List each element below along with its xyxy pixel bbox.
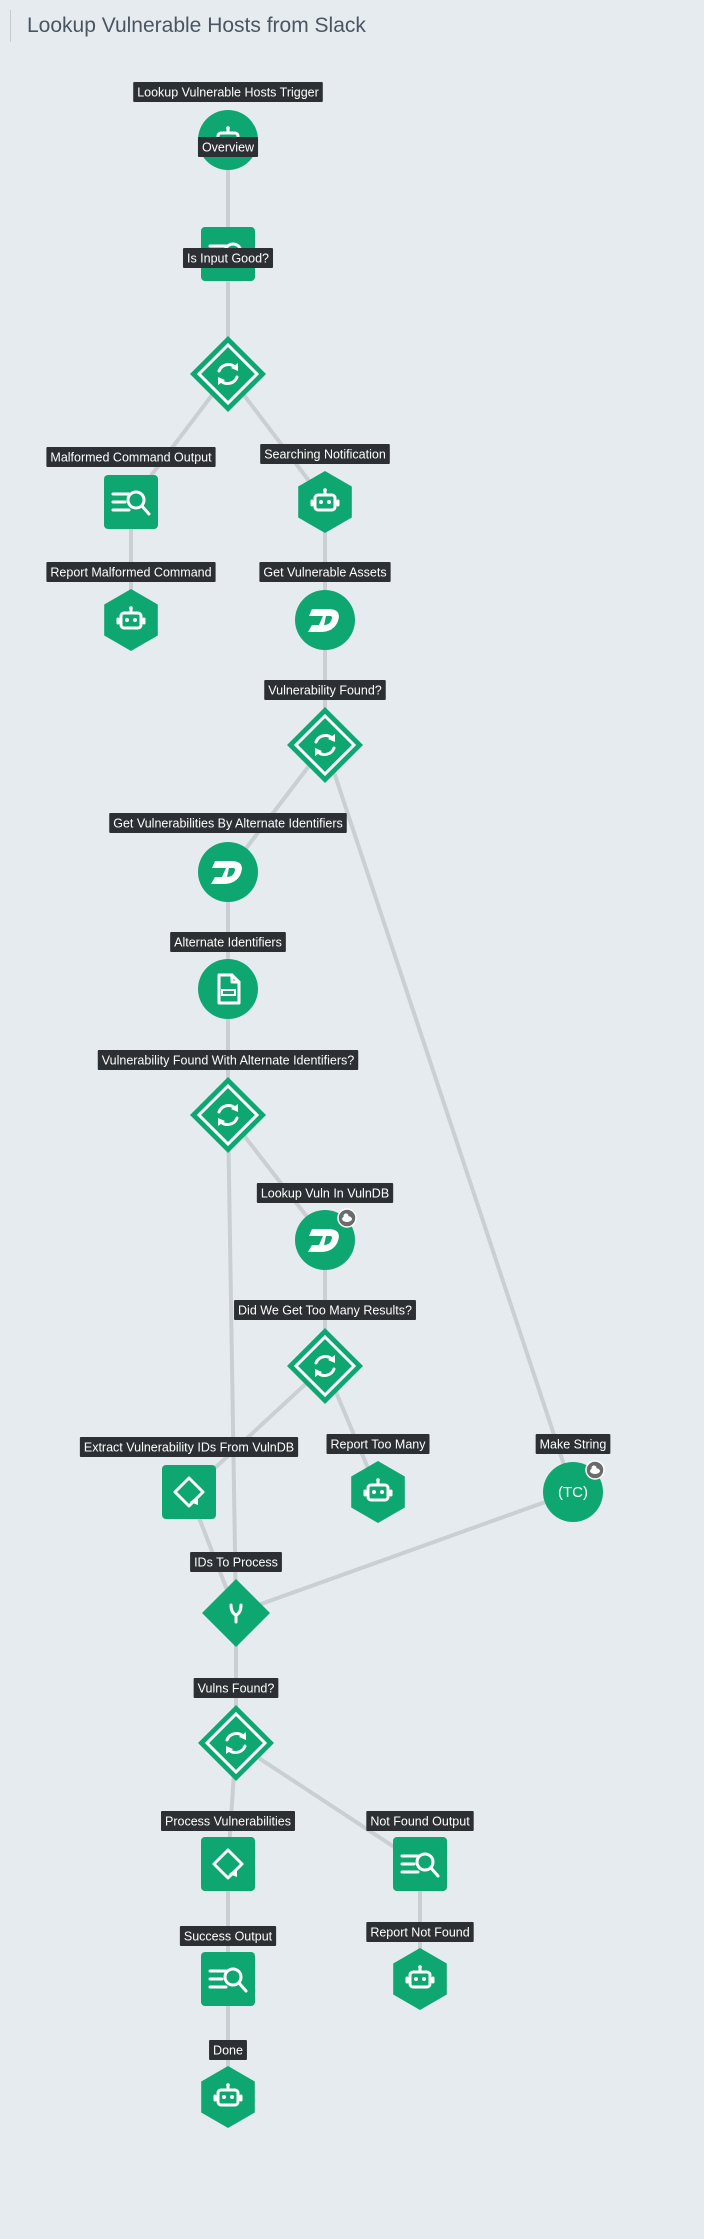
node-label-text: Vulns Found?: [198, 1682, 275, 1696]
node-not-found-out[interactable]: Not Found Output: [366, 1811, 474, 1891]
node-label: Overview: [197, 137, 259, 157]
transform-icon: [173, 1476, 205, 1508]
node-label-text: Lookup Vuln In VulnDB: [261, 1187, 389, 1201]
node-get-alt[interactable]: Get Vulnerabilities By Alternate Identif…: [109, 813, 347, 902]
node-label: Extract Vulnerability IDs From VulnDB: [79, 1437, 299, 1457]
node-label-text: Report Malformed Command: [50, 566, 211, 580]
node-label: Vulns Found?: [193, 1678, 279, 1698]
node-label-text: Success Output: [184, 1930, 273, 1944]
node-layer: Lookup Vulnerable Hosts Trigger Overview I…: [46, 82, 611, 2128]
node-label: Success Output: [179, 1926, 277, 1946]
transform-icon: [212, 1848, 244, 1880]
node-label-text: Did We Get Too Many Results?: [238, 1304, 412, 1318]
node-malformed-out[interactable]: Malformed Command Output: [46, 447, 216, 529]
node-success-out[interactable]: Success Output: [179, 1926, 277, 2006]
node-label: Lookup Vulnerable Hosts Trigger: [133, 82, 323, 102]
node-label: Vulnerability Found With Alternate Ident…: [97, 1050, 359, 1070]
cloud-badge-icon: [585, 1460, 605, 1480]
node-searching[interactable]: Searching Notification: [260, 444, 390, 533]
node-label: Get Vulnerabilities By Alternate Identif…: [109, 813, 347, 833]
search-list-icon: [208, 1967, 248, 1993]
node-label-text: Make String: [540, 1438, 607, 1452]
node-alt-ids[interactable]: Alternate Identifiers: [170, 932, 286, 1019]
search-list-icon: [400, 1852, 440, 1878]
edge-vuln_found_alt-ids_process: [226, 1114, 238, 1614]
robot-icon: [116, 606, 146, 630]
node-ids-process[interactable]: IDs To Process: [190, 1552, 282, 1647]
cycle-icon: [225, 1731, 247, 1755]
node-label-text: Overview: [202, 141, 255, 155]
node-report-malformed[interactable]: Report Malformed Command: [46, 562, 216, 651]
node-process-vulns[interactable]: Process Vulnerabilities: [161, 1811, 295, 1891]
node-label-text: Report Too Many: [331, 1438, 427, 1452]
merge-icon: [229, 1603, 243, 1624]
node-label-text: Get Vulnerable Assets: [263, 566, 386, 580]
node-label-text: Extract Vulnerability IDs From VulnDB: [84, 1441, 294, 1455]
edge-vuln_found-make_string: [323, 744, 575, 1493]
d-logo-icon: [211, 861, 242, 884]
node-get-assets[interactable]: Get Vulnerable Assets: [259, 562, 391, 650]
node-label: Done: [209, 2040, 247, 2060]
node-report-too-many[interactable]: Report Too Many: [326, 1434, 430, 1523]
cloud-badge-icon: [337, 1208, 357, 1228]
node-vulns-found[interactable]: Vulns Found?: [193, 1678, 279, 1781]
node-vuln-found-alt[interactable]: Vulnerability Found With Alternate Ident…: [97, 1050, 359, 1153]
node-label: Did We Get Too Many Results?: [234, 1300, 416, 1320]
cycle-icon: [217, 362, 239, 386]
node-label: Vulnerability Found?: [264, 680, 386, 700]
node-label: Alternate Identifiers: [170, 932, 286, 952]
tc-text: (TC): [558, 1484, 588, 1501]
csv-file-icon: [217, 973, 241, 1005]
node-label: Get Vulnerable Assets: [259, 562, 391, 582]
node-label: Process Vulnerabilities: [161, 1811, 295, 1831]
node-label-text: Searching Notification: [264, 448, 386, 462]
robot-icon: [213, 2083, 243, 2107]
node-label-text: Report Not Found: [370, 1926, 469, 1940]
cycle-icon: [314, 1354, 336, 1378]
robot-icon: [310, 488, 340, 512]
node-label: Report Not Found: [366, 1922, 474, 1942]
node-label-text: Vulnerability Found?: [268, 684, 382, 698]
node-label-text: Alternate Identifiers: [174, 936, 282, 950]
node-label: IDs To Process: [190, 1552, 282, 1572]
node-vuln-found[interactable]: Vulnerability Found?: [264, 680, 386, 783]
make-string-icon-text: (TC): [558, 1484, 588, 1501]
node-label-text: Not Found Output: [370, 1815, 470, 1829]
d-logo-icon: [308, 609, 339, 632]
d-logo-icon: [308, 1229, 339, 1252]
node-label: Make String: [535, 1434, 611, 1454]
node-label: Not Found Output: [366, 1811, 474, 1831]
cycle-icon: [314, 733, 336, 757]
node-label-text: Vulnerability Found With Alternate Ident…: [102, 1054, 354, 1068]
node-report-not-found[interactable]: Report Not Found: [366, 1922, 474, 2010]
node-make-string[interactable]: (TC) Make String: [535, 1434, 611, 1522]
node-label: Report Too Many: [326, 1434, 430, 1454]
node-label-text: Done: [213, 2044, 243, 2058]
node-label: Malformed Command Output: [46, 447, 216, 467]
node-label: Searching Notification: [260, 444, 390, 464]
node-label: Is Input Good?: [182, 248, 274, 268]
page-title: Lookup Vulnerable Hosts from Slack: [27, 14, 366, 37]
node-lookup-vulndb[interactable]: Lookup Vuln In VulnDB: [256, 1183, 394, 1270]
node-done[interactable]: Done: [201, 2040, 255, 2128]
node-label-text: IDs To Process: [194, 1556, 278, 1570]
node-too-many[interactable]: Did We Get Too Many Results?: [234, 1300, 416, 1404]
edge-vulns_found-not_found_out: [234, 1741, 422, 1866]
cycle-icon: [217, 1103, 239, 1127]
search-list-icon: [111, 490, 151, 516]
node-extract-ids[interactable]: Extract Vulnerability IDs From VulnDB: [79, 1437, 299, 1519]
node-label: Report Malformed Command: [46, 562, 216, 582]
robot-icon: [405, 1965, 435, 1989]
robot-icon: [363, 1478, 393, 1502]
node-label: Lookup Vuln In VulnDB: [256, 1183, 394, 1203]
node-label-text: Is Input Good?: [187, 252, 269, 266]
node-label-text: Lookup Vulnerable Hosts Trigger: [137, 86, 319, 100]
node-label-text: Get Vulnerabilities By Alternate Identif…: [113, 817, 343, 831]
workflow-header: Lookup Vulnerable Hosts from Slack: [10, 10, 366, 42]
node-label-text: Process Vulnerabilities: [165, 1815, 291, 1829]
node-input-good[interactable]: Is Input Good?: [182, 248, 274, 412]
node-label-text: Malformed Command Output: [50, 451, 212, 465]
edge-make_string-ids_process: [235, 1490, 574, 1615]
